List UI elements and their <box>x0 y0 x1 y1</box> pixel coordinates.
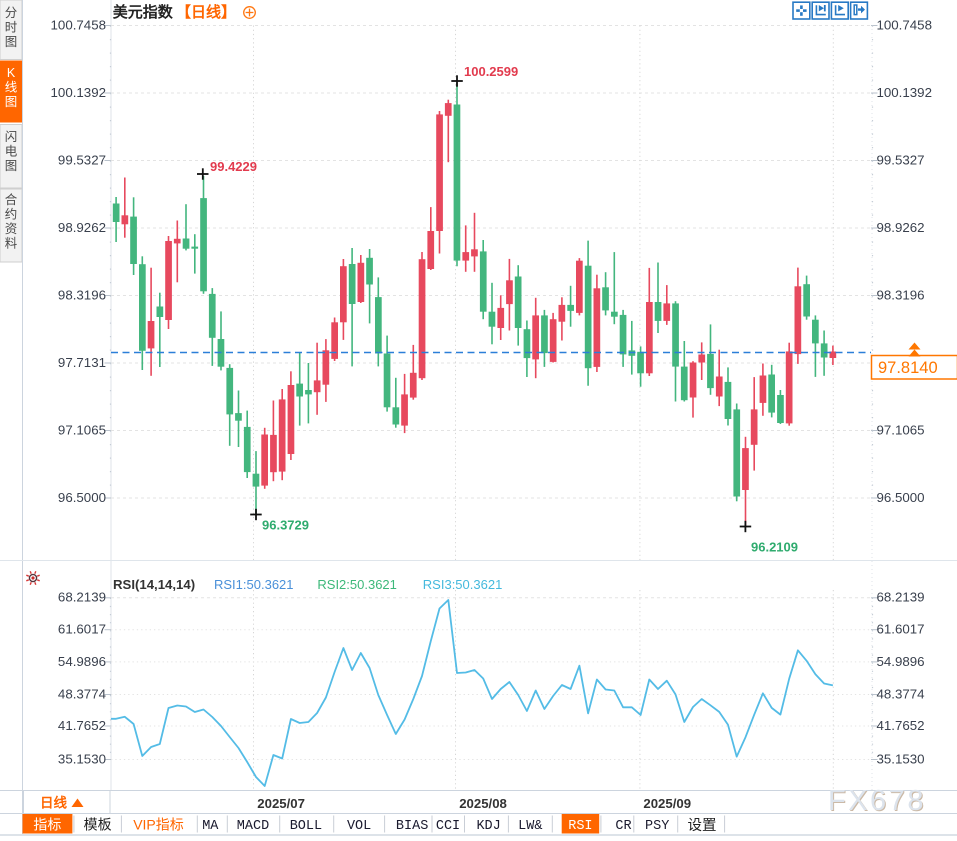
svg-text:LW&: LW& <box>518 819 542 834</box>
svg-text:VIP指标: VIP指标 <box>133 817 184 833</box>
svg-text:RSI(14,14,14): RSI(14,14,14) <box>113 577 195 592</box>
svg-text:指标: 指标 <box>33 817 61 833</box>
svg-text:100.1392: 100.1392 <box>51 85 106 100</box>
svg-text:2025/08: 2025/08 <box>459 796 507 811</box>
svg-text:MACD: MACD <box>237 819 269 834</box>
svg-text:96.5000: 96.5000 <box>877 490 925 505</box>
svg-text:68.2139: 68.2139 <box>58 590 106 605</box>
svg-text:48.3774: 48.3774 <box>58 686 106 701</box>
svg-text:54.9896: 54.9896 <box>877 654 925 669</box>
svg-text:CR: CR <box>615 819 631 834</box>
svg-text:分时图: 分时图 <box>5 6 18 49</box>
svg-text:99.5327: 99.5327 <box>58 152 106 167</box>
svg-text:100.7458: 100.7458 <box>51 17 106 32</box>
svg-text:RSI: RSI <box>568 819 592 834</box>
svg-text:日线: 日线 <box>40 795 67 811</box>
svg-text:美元指数: 美元指数 <box>113 3 174 21</box>
svg-text:合约资料: 合约资料 <box>5 192 18 251</box>
svg-text:CCI: CCI <box>436 819 460 834</box>
svg-text:RSI3:50.3621: RSI3:50.3621 <box>423 577 503 592</box>
svg-text:PSY: PSY <box>645 819 669 834</box>
svg-text:35.1530: 35.1530 <box>58 751 106 766</box>
svg-text:模板: 模板 <box>84 817 112 833</box>
svg-text:98.3196: 98.3196 <box>58 287 106 302</box>
svg-text:KDJ: KDJ <box>476 819 500 834</box>
svg-text:100.1392: 100.1392 <box>877 85 932 100</box>
svg-text:闪电图: 闪电图 <box>5 130 18 173</box>
svg-text:98.3196: 98.3196 <box>877 287 925 302</box>
svg-text:RSI2:50.3621: RSI2:50.3621 <box>317 577 397 592</box>
svg-text:设置: 设置 <box>688 817 717 834</box>
svg-text:RSI1:50.3621: RSI1:50.3621 <box>214 577 294 592</box>
svg-text:99.5327: 99.5327 <box>877 152 925 167</box>
svg-text:98.9262: 98.9262 <box>58 220 106 235</box>
svg-text:41.7652: 41.7652 <box>58 718 106 733</box>
svg-text:97.1065: 97.1065 <box>58 422 106 437</box>
svg-text:100.2599: 100.2599 <box>464 64 518 79</box>
svg-text:FX678: FX678 <box>828 785 926 817</box>
svg-text:96.5000: 96.5000 <box>58 490 106 505</box>
svg-text:100.7458: 100.7458 <box>877 17 932 32</box>
svg-text:61.6017: 61.6017 <box>58 622 106 637</box>
svg-text:BIAS: BIAS <box>396 819 428 834</box>
svg-text:MA: MA <box>202 819 219 834</box>
svg-text:【日线】: 【日线】 <box>176 3 236 21</box>
svg-text:99.4229: 99.4229 <box>210 159 257 174</box>
svg-text:2025/07: 2025/07 <box>257 796 305 811</box>
svg-text:61.6017: 61.6017 <box>877 622 925 637</box>
svg-text:54.9896: 54.9896 <box>58 654 106 669</box>
svg-text:2025/09: 2025/09 <box>643 796 691 811</box>
svg-text:97.8140: 97.8140 <box>878 359 938 377</box>
svg-text:BOLL: BOLL <box>290 819 322 834</box>
svg-text:VOL: VOL <box>347 819 371 834</box>
svg-text:35.1530: 35.1530 <box>877 751 925 766</box>
svg-text:97.1065: 97.1065 <box>877 422 925 437</box>
svg-text:97.7131: 97.7131 <box>58 355 106 370</box>
svg-text:96.2109: 96.2109 <box>751 540 798 555</box>
svg-text:96.3729: 96.3729 <box>262 518 309 533</box>
svg-text:98.9262: 98.9262 <box>877 220 925 235</box>
svg-text:48.3774: 48.3774 <box>877 686 925 701</box>
svg-text:41.7652: 41.7652 <box>877 718 925 733</box>
svg-text:68.2139: 68.2139 <box>877 590 925 605</box>
